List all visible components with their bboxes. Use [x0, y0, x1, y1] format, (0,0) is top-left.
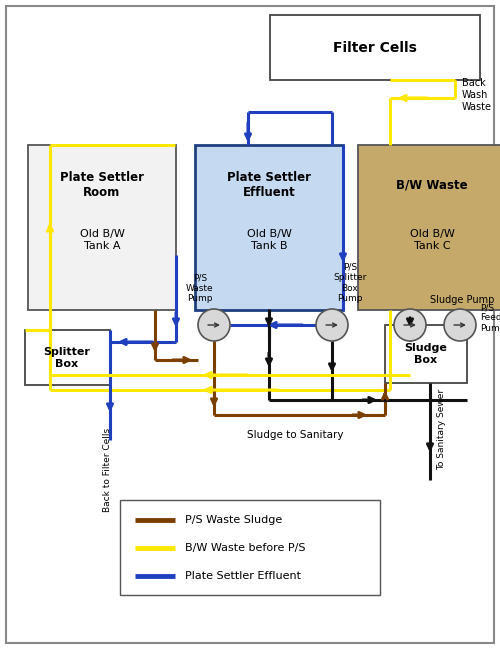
Bar [28, 145, 176, 310]
Bar [195, 145, 343, 310]
Text: Sludge Pump: Sludge Pump [430, 295, 494, 305]
Circle shape [444, 309, 476, 341]
Text: Plate Settler
Effluent: Plate Settler Effluent [227, 171, 311, 199]
Bar [385, 325, 467, 383]
Text: P/S
Waste
Pump: P/S Waste Pump [186, 273, 214, 303]
Text: Plate Settler Effluent: Plate Settler Effluent [185, 571, 301, 581]
Text: Sludge to Sanitary: Sludge to Sanitary [247, 430, 343, 440]
Text: Plate Settler
Room: Plate Settler Room [60, 171, 144, 199]
Text: Sludge
Box: Sludge Box [404, 343, 448, 365]
Text: Back
Wash
Waste: Back Wash Waste [462, 79, 492, 112]
Circle shape [394, 309, 426, 341]
Text: Back to Filter Cells: Back to Filter Cells [103, 428, 112, 512]
Text: Old B/W
Tank C: Old B/W Tank C [410, 229, 455, 251]
Circle shape [316, 309, 348, 341]
Text: B/W Waste before P/S: B/W Waste before P/S [185, 543, 306, 553]
Text: P/S
Feed
Pump: P/S Feed Pump [480, 303, 500, 333]
Text: Old B/W
Tank A: Old B/W Tank A [80, 229, 124, 251]
Text: B/W Waste: B/W Waste [396, 178, 468, 191]
Text: Old B/W
Tank B: Old B/W Tank B [246, 229, 292, 251]
Text: Splitter
Box: Splitter Box [44, 347, 90, 369]
Text: P/S
Splitter
Box
Pump: P/S Splitter Box Pump [334, 263, 366, 303]
Circle shape [198, 309, 230, 341]
Text: To Sanitary Sewer: To Sanitary Sewer [438, 389, 446, 470]
Bar [358, 145, 500, 310]
Bar [25, 330, 110, 385]
Bar [270, 15, 480, 80]
Text: P/S Waste Sludge: P/S Waste Sludge [185, 515, 282, 525]
Bar [120, 500, 380, 595]
Text: Filter Cells: Filter Cells [333, 41, 417, 55]
